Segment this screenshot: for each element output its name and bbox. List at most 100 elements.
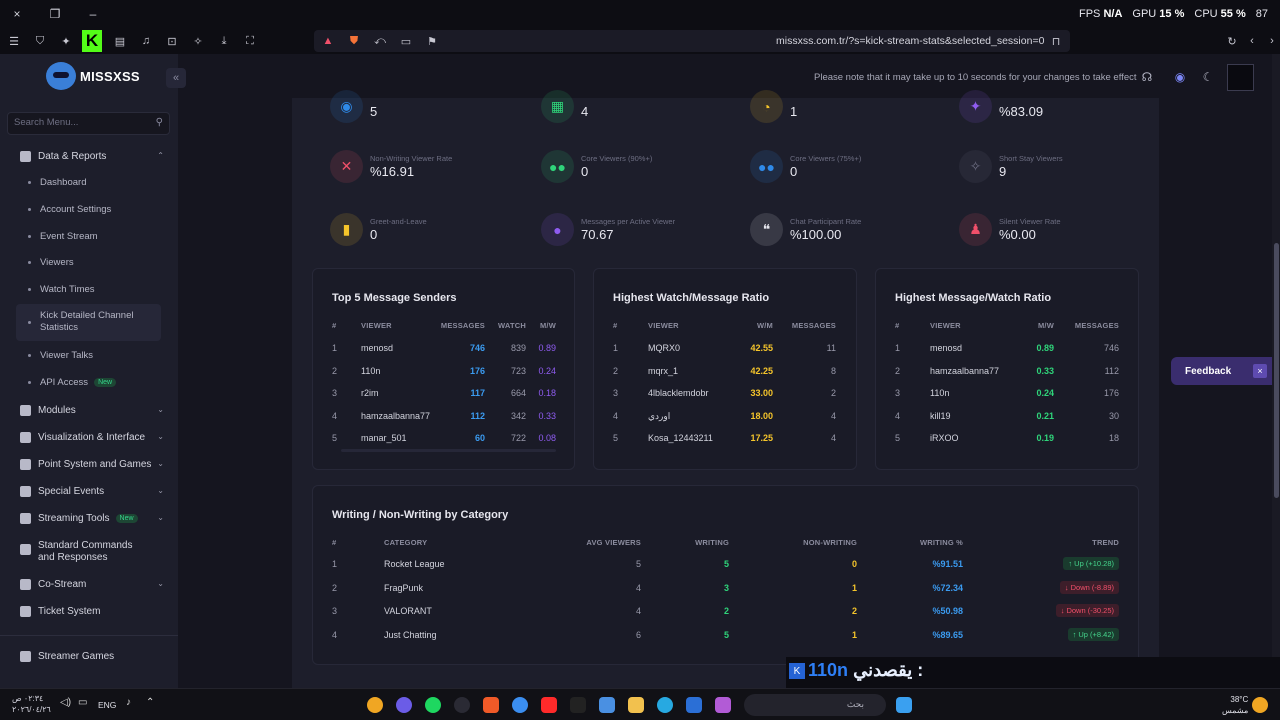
close-icon[interactable]: × — [13, 7, 21, 21]
table-cell-rank: 2 — [332, 582, 338, 593]
sidebar-item-api-access[interactable]: API Access New — [28, 377, 117, 388]
sidebar-item-points-games[interactable]: Point System and Games ⌄ — [20, 459, 166, 470]
volume-icon[interactable]: ◁) — [60, 697, 72, 708]
store-icon[interactable] — [599, 697, 615, 713]
forward-icon[interactable]: › — [1270, 35, 1274, 47]
avatar[interactable] — [1227, 64, 1254, 91]
brand[interactable]: MISSXSS — [46, 62, 140, 90]
sidebar-item-modules[interactable]: Modules ⌄ — [20, 405, 166, 416]
headset-icon[interactable]: ☊ — [1141, 70, 1153, 84]
kick-small-icon: K — [789, 663, 805, 679]
kick-logo[interactable]: K — [82, 30, 102, 52]
brave-shield-icon[interactable]: ⛊ — [349, 34, 359, 47]
sidebar-item-label: Streaming Tools — [38, 513, 110, 524]
translate-icon[interactable]: ⚑ — [427, 35, 437, 48]
app-icon-1[interactable] — [367, 697, 383, 713]
table-cell-watch: 664 — [510, 388, 526, 398]
stat-value: %16.91 — [370, 164, 415, 179]
sidebar-item-data-reports[interactable]: Data & Reports ⌃ — [20, 151, 166, 162]
collapse-sidebar-button[interactable]: « — [166, 68, 186, 88]
table-cell-mw: 0.89 — [538, 343, 556, 353]
sidebar-item-watch-times[interactable]: Watch Times — [28, 284, 95, 295]
shield-icon[interactable]: ⛉ — [35, 34, 45, 47]
outlook-icon[interactable] — [686, 697, 702, 713]
tiktok-icon[interactable] — [570, 697, 586, 713]
discord-taskbar-icon[interactable] — [396, 697, 412, 713]
spotify-icon[interactable] — [425, 697, 441, 713]
feedback-button[interactable]: Feedback × — [1171, 357, 1273, 385]
menu-search-input[interactable] — [14, 117, 144, 128]
table-cell-messages: 746 — [469, 343, 485, 353]
extension-icon[interactable]: ✧ — [193, 35, 203, 48]
sidebar: MISSXSS « ⚲ Data & Reports ⌃ Dashboard A… — [0, 54, 186, 688]
message-ratio-card: Highest Message/Watch Ratio # VIEWER M/W ME… — [875, 268, 1139, 470]
stat-card: ♟ Silent Viewer Rate %0.00 — [959, 213, 1159, 253]
reader-icon[interactable]: ▭ — [400, 35, 412, 48]
brave-icon[interactable] — [483, 697, 499, 713]
stat-value: 9 — [999, 164, 1007, 179]
trend-text: Down (-8.89) — [1070, 582, 1114, 592]
sidebar-item-special-events[interactable]: Special Events ⌄ — [20, 486, 166, 497]
address-bar[interactable]: ▲ ⛊ ⤺ ▭ ⚑ missxss.com.tr/?s=kick-stream-… — [314, 30, 1070, 52]
stat-icon: ◔ — [750, 90, 783, 123]
menu-search[interactable]: ⚲ — [7, 112, 170, 135]
clock[interactable]: ٠٢:٣٤ ص ٢٠٢٦/٠٤/٢٦ — [12, 694, 51, 714]
table-cell-rank: 2 — [895, 365, 901, 376]
sidebar-item-streaming-tools[interactable]: Streaming Tools New ⌄ — [20, 513, 166, 524]
stat-label: Non-Writing Viewer Rate — [370, 154, 453, 163]
sidebar-item-ticket-system[interactable]: Ticket System — [20, 606, 166, 617]
steam-icon[interactable] — [454, 697, 470, 713]
table-header: VIEWER — [361, 321, 392, 330]
menu-icon[interactable]: ☰ — [9, 35, 19, 48]
folder-icon[interactable] — [628, 697, 644, 713]
chrome-icon[interactable] — [512, 697, 528, 713]
back-icon[interactable]: ‹ — [1250, 35, 1254, 47]
table-cell-category: Just Chatting — [384, 630, 437, 641]
sidebar-item-event-stream[interactable]: Event Stream — [28, 231, 98, 242]
stat-value: 4 — [581, 104, 589, 119]
weather-widget[interactable]: 38°C مشمس — [1222, 695, 1249, 715]
copilot-icon[interactable] — [715, 697, 731, 713]
url-text[interactable]: missxss.com.tr/?s=kick-stream-stats&sele… — [776, 35, 1045, 47]
windows-start-icon[interactable] — [896, 697, 912, 713]
sidebar-item-viewer-talks[interactable]: Viewer Talks — [28, 350, 93, 361]
sidebar-item-standard-commands[interactable]: Standard Commands and Responses — [20, 540, 166, 564]
document-icon[interactable]: ▤ — [114, 35, 126, 48]
sidebar-item-kick-detailed-stats[interactable]: Kick Detailed Channel Statistics — [28, 310, 148, 334]
download-icon[interactable]: ⤓ — [221, 34, 227, 47]
page-scrollbar-thumb[interactable] — [1274, 243, 1279, 498]
discord-icon[interactable]: ◉ — [1174, 70, 1186, 84]
table-cell-messages: 117 — [470, 388, 485, 398]
table-cell-viewer: MQRX0 — [648, 343, 681, 353]
screenshot-icon[interactable]: ⛶ — [246, 34, 254, 47]
language-indicator[interactable]: ENG — [98, 700, 117, 710]
restore-icon[interactable]: ❐ — [49, 7, 61, 21]
reload-icon[interactable]: ↻ — [1227, 35, 1237, 48]
network-icon[interactable]: ▭ — [78, 697, 88, 708]
sidebar-item-dashboard[interactable]: Dashboard — [28, 177, 86, 188]
bookmark-icon[interactable]: ⊓ — [1051, 35, 1061, 48]
puzzle-icon[interactable]: ✦ — [61, 35, 71, 48]
sidebar-item-streamer-games[interactable]: Streamer Games — [20, 651, 166, 662]
music-icon[interactable]: ♫ — [141, 35, 151, 47]
moon-icon[interactable]: ☾ — [1202, 70, 1214, 84]
stats-panel: ◉ 5 ▦ 4 ◔ 1 ✦ %83.09 ✕ Non-Writing Viewer Rate %16… — [292, 90, 1159, 688]
search-icon[interactable]: ⚲ — [155, 117, 163, 128]
chevron-up-icon[interactable]: ⌃ — [146, 697, 155, 708]
window-icon[interactable]: ⊡ — [167, 35, 177, 48]
sidebar-item-co-stream[interactable]: Co-Stream ⌄ — [20, 579, 166, 590]
taskbar-search[interactable]: بحث — [744, 694, 886, 716]
edge-icon[interactable] — [657, 697, 673, 713]
chat-overlay-text: 110n يقصدني : — [808, 660, 924, 680]
arrow-down-icon: ↓ — [1060, 606, 1065, 616]
minimize-icon[interactable]: – — [89, 7, 97, 21]
tab-icon[interactable]: ⤺ — [374, 34, 386, 47]
sidebar-item-viewers[interactable]: Viewers — [28, 257, 74, 268]
stat-value: %83.09 — [999, 104, 1044, 119]
close-icon[interactable]: × — [1253, 364, 1267, 378]
table-scrollbar[interactable] — [341, 449, 556, 452]
youtube-icon[interactable] — [541, 697, 557, 713]
sidebar-item-visualization[interactable]: Visualization & Interface ⌄ — [20, 432, 166, 443]
mic-icon[interactable]: ♪ — [126, 697, 131, 708]
sidebar-item-account-settings[interactable]: Account Settings — [28, 204, 111, 215]
